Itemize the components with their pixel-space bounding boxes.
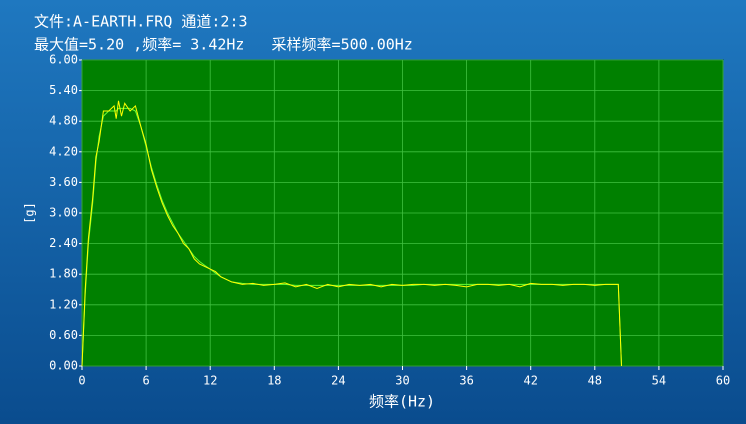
x-tick-label: 0 bbox=[78, 374, 85, 388]
y-axis-label: [g] bbox=[23, 202, 37, 224]
chart-subtitle: 最大值=5.20 ,频率= 3.42Hz 采样频率=500.00Hz bbox=[34, 36, 413, 54]
x-tick-label: 12 bbox=[203, 374, 217, 388]
x-tick-label: 60 bbox=[716, 374, 730, 388]
y-tick-label: 3.60 bbox=[49, 175, 78, 189]
y-tick-label: 1.20 bbox=[49, 297, 78, 311]
y-tick-label: 0.00 bbox=[49, 359, 78, 373]
x-tick-label: 42 bbox=[523, 374, 537, 388]
y-tick-label: 5.40 bbox=[49, 83, 78, 97]
x-tick-label: 6 bbox=[142, 374, 149, 388]
y-tick-label: 4.80 bbox=[49, 114, 78, 128]
chart-title: 文件:A-EARTH.FRQ 通道:2:3 bbox=[34, 13, 248, 31]
x-axis-label: 频率(Hz) bbox=[369, 393, 435, 411]
x-tick-label: 48 bbox=[588, 374, 602, 388]
x-tick-label: 54 bbox=[652, 374, 666, 388]
x-tick-label: 30 bbox=[395, 374, 409, 388]
x-tick-label: 36 bbox=[459, 374, 473, 388]
y-tick-label: 2.40 bbox=[49, 236, 78, 250]
data-line bbox=[81, 100, 622, 367]
y-tick-label: 6.00 bbox=[49, 53, 78, 67]
y-tick-label: 1.80 bbox=[49, 267, 78, 281]
x-tick-label: 24 bbox=[331, 374, 345, 388]
y-tick-label: 3.00 bbox=[49, 206, 78, 220]
y-tick-label: 0.60 bbox=[49, 328, 78, 342]
x-tick-label: 18 bbox=[267, 374, 281, 388]
y-tick-label: 4.20 bbox=[49, 144, 78, 158]
